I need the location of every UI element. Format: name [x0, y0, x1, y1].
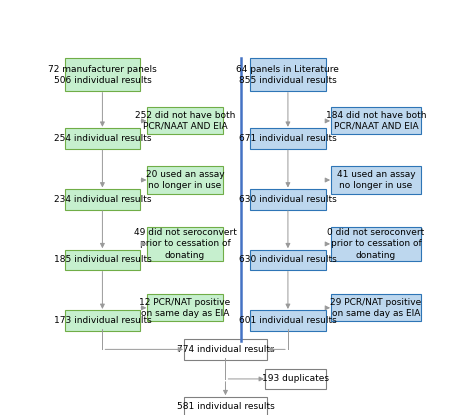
FancyBboxPatch shape [250, 128, 326, 149]
Text: 72 manufacturer panels
506 individual results: 72 manufacturer panels 506 individual re… [48, 64, 157, 85]
Text: 252 did not have both
PCR/NAAT AND EIA: 252 did not have both PCR/NAAT AND EIA [135, 111, 235, 131]
Text: 193 duplicates: 193 duplicates [262, 374, 329, 383]
FancyBboxPatch shape [331, 166, 421, 193]
Text: 254 individual results: 254 individual results [54, 134, 151, 143]
FancyBboxPatch shape [250, 310, 326, 331]
FancyBboxPatch shape [65, 189, 140, 210]
FancyBboxPatch shape [184, 396, 267, 415]
FancyBboxPatch shape [250, 58, 326, 91]
Text: 49 did not seroconvert
prior to cessation of
donating: 49 did not seroconvert prior to cessatio… [134, 228, 237, 259]
FancyBboxPatch shape [331, 294, 421, 321]
Text: 41 used an assay
no longer in use: 41 used an assay no longer in use [337, 170, 415, 190]
Text: 29 PCR/NAT positive
on same day as EIA: 29 PCR/NAT positive on same day as EIA [330, 298, 422, 318]
Text: 185 individual results: 185 individual results [54, 255, 151, 264]
Text: 234 individual results: 234 individual results [54, 195, 151, 204]
Text: 774 individual results: 774 individual results [177, 345, 274, 354]
FancyBboxPatch shape [331, 227, 421, 261]
Text: 184 did not have both
PCR/NAAT AND EIA: 184 did not have both PCR/NAAT AND EIA [326, 111, 426, 131]
FancyBboxPatch shape [331, 107, 421, 134]
Text: 173 individual results: 173 individual results [54, 316, 151, 325]
FancyBboxPatch shape [147, 107, 223, 134]
Text: 581 individual results: 581 individual results [177, 403, 274, 411]
FancyBboxPatch shape [65, 249, 140, 270]
Text: 64 panels in Literature
855 individual results: 64 panels in Literature 855 individual r… [237, 64, 339, 85]
FancyBboxPatch shape [147, 166, 223, 193]
Text: 20 used an assay
no longer in use: 20 used an assay no longer in use [146, 170, 224, 190]
FancyBboxPatch shape [147, 294, 223, 321]
FancyBboxPatch shape [250, 189, 326, 210]
FancyBboxPatch shape [184, 339, 267, 360]
Text: 12 PCR/NAT positive
on same day as EIA: 12 PCR/NAT positive on same day as EIA [139, 298, 231, 318]
Text: 671 individual results: 671 individual results [239, 134, 337, 143]
Text: 0 did not seroconvert
prior to cessation of
donating: 0 did not seroconvert prior to cessation… [328, 228, 425, 259]
Text: 630 individual results: 630 individual results [239, 255, 337, 264]
Text: 630 individual results: 630 individual results [239, 195, 337, 204]
FancyBboxPatch shape [65, 128, 140, 149]
FancyBboxPatch shape [147, 227, 223, 261]
FancyBboxPatch shape [65, 58, 140, 91]
Text: 601 individual results: 601 individual results [239, 316, 337, 325]
FancyBboxPatch shape [250, 249, 326, 270]
FancyBboxPatch shape [265, 369, 326, 388]
FancyBboxPatch shape [65, 310, 140, 331]
